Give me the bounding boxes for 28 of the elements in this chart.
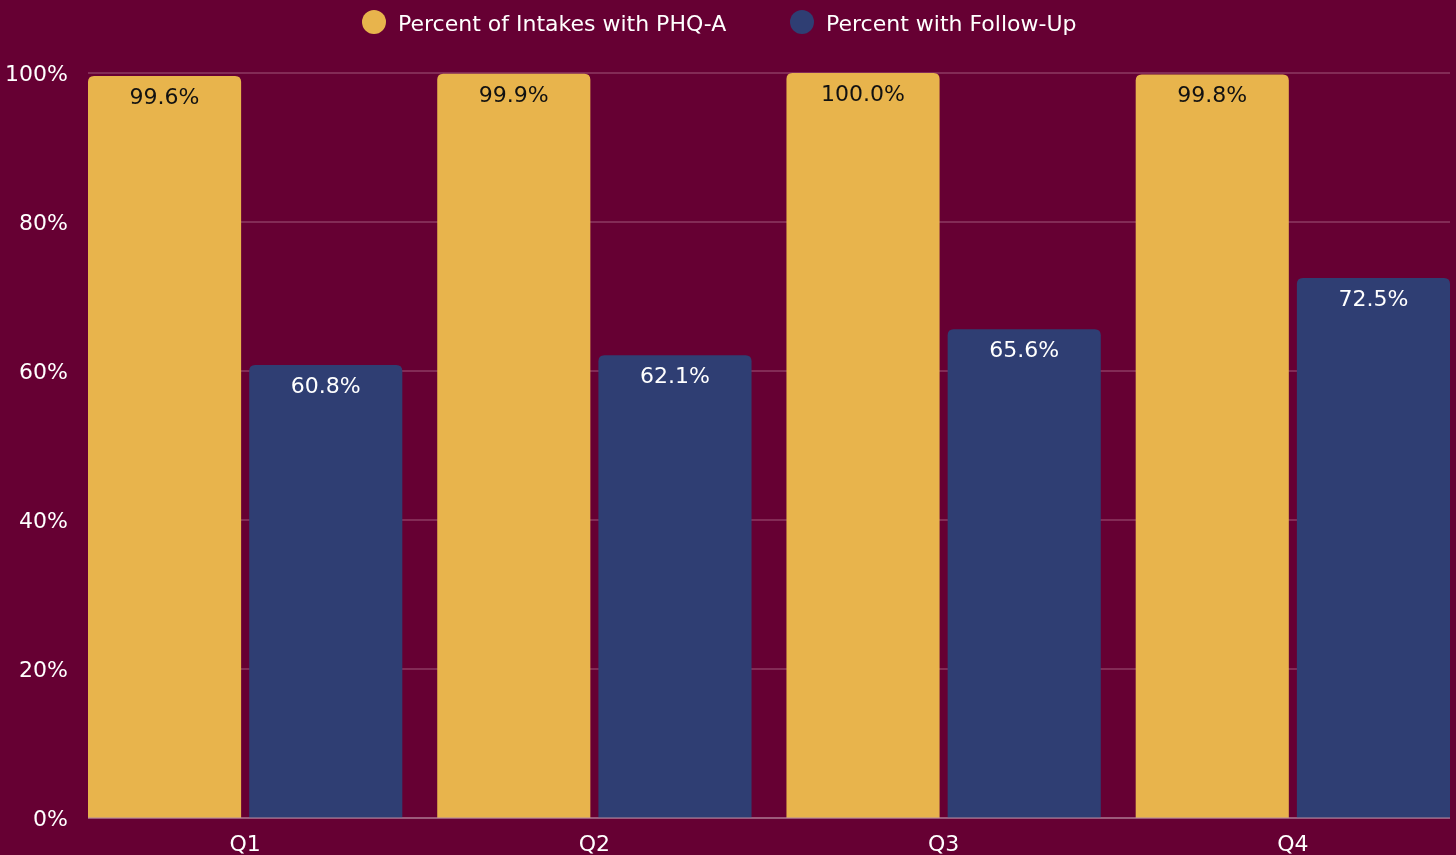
legend-label: Percent of Intakes with PHQ-A — [398, 10, 727, 36]
bar — [437, 73, 591, 818]
data-label: 99.9% — [478, 81, 549, 107]
data-label: 60.8% — [290, 373, 361, 399]
bar — [598, 355, 752, 818]
bar — [88, 75, 242, 818]
y-tick-label: 20% — [19, 656, 68, 682]
data-label: 65.6% — [989, 337, 1060, 363]
data-label: 72.5% — [1338, 285, 1409, 311]
y-tick-label: 40% — [19, 507, 68, 533]
y-tick-label: 60% — [19, 358, 68, 384]
bar — [786, 73, 940, 818]
x-tick-label: Q2 — [578, 831, 611, 855]
data-label: 62.1% — [640, 363, 710, 389]
y-tick-label: 100% — [5, 60, 68, 86]
bar — [249, 365, 403, 818]
bar — [1135, 74, 1289, 818]
x-tick-label: Q4 — [1277, 831, 1309, 855]
y-tick-label: 0% — [33, 805, 68, 831]
data-label: 100.0% — [821, 81, 905, 106]
legend-label: Percent with Follow-Up — [826, 10, 1077, 36]
data-label: 99.8% — [1177, 82, 1248, 108]
bar — [947, 329, 1101, 818]
x-tick-label: Q3 — [927, 831, 960, 855]
x-tick-label: Q1 — [229, 831, 261, 855]
y-tick-label: 80% — [19, 209, 68, 235]
data-label: 99.6% — [129, 83, 200, 109]
bar — [1296, 277, 1450, 818]
